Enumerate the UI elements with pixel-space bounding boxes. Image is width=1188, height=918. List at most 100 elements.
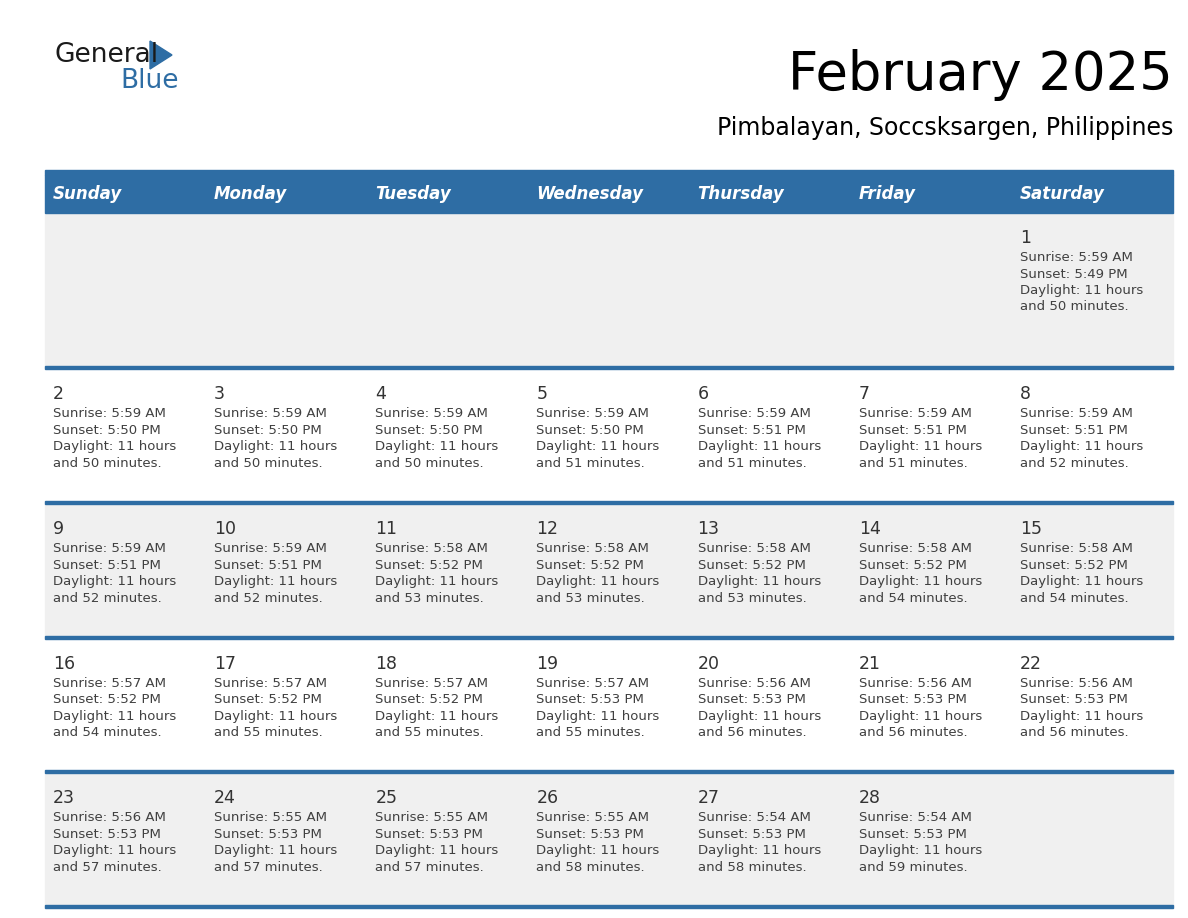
Text: Sunrise: 5:55 AM: Sunrise: 5:55 AM	[214, 812, 327, 824]
Text: and 50 minutes.: and 50 minutes.	[214, 457, 323, 470]
Text: Sunset: 5:53 PM: Sunset: 5:53 PM	[537, 828, 644, 841]
Text: Sunrise: 5:59 AM: Sunrise: 5:59 AM	[53, 408, 166, 420]
Text: Daylight: 11 hours: Daylight: 11 hours	[375, 845, 499, 857]
Bar	[45, 504, 1173, 639]
Text: Sunset: 5:53 PM: Sunset: 5:53 PM	[859, 828, 967, 841]
Text: Blue: Blue	[120, 68, 178, 94]
Text: 23: 23	[53, 789, 75, 807]
Text: and 56 minutes.: and 56 minutes.	[859, 726, 967, 739]
Text: Sunset: 5:52 PM: Sunset: 5:52 PM	[859, 558, 967, 572]
Text: 26: 26	[537, 789, 558, 807]
Text: 4: 4	[375, 386, 386, 403]
Text: 12: 12	[537, 520, 558, 538]
Text: and 52 minutes.: and 52 minutes.	[1019, 457, 1129, 470]
Text: Sunrise: 5:57 AM: Sunrise: 5:57 AM	[53, 677, 166, 689]
Text: Sunrise: 5:55 AM: Sunrise: 5:55 AM	[537, 812, 650, 824]
Text: and 55 minutes.: and 55 minutes.	[214, 726, 323, 739]
Text: Daylight: 11 hours: Daylight: 11 hours	[537, 441, 659, 453]
Text: and 50 minutes.: and 50 minutes.	[53, 457, 162, 470]
Text: Sunday: Sunday	[53, 185, 122, 203]
Text: 9: 9	[53, 520, 64, 538]
Text: Sunset: 5:52 PM: Sunset: 5:52 PM	[697, 558, 805, 572]
Text: Daylight: 11 hours: Daylight: 11 hours	[859, 845, 982, 857]
Text: 28: 28	[859, 789, 880, 807]
Text: Sunrise: 5:59 AM: Sunrise: 5:59 AM	[1019, 251, 1132, 264]
Text: Sunrise: 5:59 AM: Sunrise: 5:59 AM	[375, 408, 488, 420]
Text: and 52 minutes.: and 52 minutes.	[214, 591, 323, 605]
Text: Sunrise: 5:59 AM: Sunrise: 5:59 AM	[214, 542, 327, 555]
Text: Daylight: 11 hours: Daylight: 11 hours	[53, 845, 176, 857]
Text: Sunset: 5:53 PM: Sunset: 5:53 PM	[214, 828, 322, 841]
Bar	[45, 770, 1173, 773]
Text: and 50 minutes.: and 50 minutes.	[1019, 300, 1129, 314]
Text: 19: 19	[537, 655, 558, 673]
Text: 6: 6	[697, 386, 709, 403]
Bar	[45, 773, 1173, 908]
Text: Daylight: 11 hours: Daylight: 11 hours	[1019, 575, 1143, 588]
Text: and 55 minutes.: and 55 minutes.	[537, 726, 645, 739]
Text: 13: 13	[697, 520, 720, 538]
Text: Saturday: Saturday	[1019, 185, 1105, 203]
Text: Sunrise: 5:58 AM: Sunrise: 5:58 AM	[537, 542, 650, 555]
Text: Daylight: 11 hours: Daylight: 11 hours	[214, 441, 337, 453]
Bar	[45, 369, 1173, 504]
Text: Daylight: 11 hours: Daylight: 11 hours	[53, 575, 176, 588]
Text: Daylight: 11 hours: Daylight: 11 hours	[53, 441, 176, 453]
Text: Sunset: 5:49 PM: Sunset: 5:49 PM	[1019, 267, 1127, 281]
Text: Sunset: 5:51 PM: Sunset: 5:51 PM	[697, 424, 805, 437]
Text: Daylight: 11 hours: Daylight: 11 hours	[375, 441, 499, 453]
Text: 25: 25	[375, 789, 397, 807]
Text: 11: 11	[375, 520, 397, 538]
Text: Sunrise: 5:56 AM: Sunrise: 5:56 AM	[697, 677, 810, 689]
Text: Sunset: 5:53 PM: Sunset: 5:53 PM	[375, 828, 484, 841]
Text: Sunrise: 5:55 AM: Sunrise: 5:55 AM	[375, 812, 488, 824]
Text: Daylight: 11 hours: Daylight: 11 hours	[537, 845, 659, 857]
Text: Daylight: 11 hours: Daylight: 11 hours	[214, 845, 337, 857]
Text: Sunrise: 5:57 AM: Sunrise: 5:57 AM	[214, 677, 327, 689]
Text: and 50 minutes.: and 50 minutes.	[375, 457, 484, 470]
Text: Thursday: Thursday	[697, 185, 784, 203]
Text: Sunset: 5:53 PM: Sunset: 5:53 PM	[1019, 693, 1127, 706]
Text: Tuesday: Tuesday	[375, 185, 451, 203]
Text: Pimbalayan, Soccsksargen, Philippines: Pimbalayan, Soccsksargen, Philippines	[716, 116, 1173, 140]
Text: Friday: Friday	[859, 185, 916, 203]
Text: 10: 10	[214, 520, 236, 538]
Text: Sunrise: 5:59 AM: Sunrise: 5:59 AM	[53, 542, 166, 555]
Text: Sunset: 5:51 PM: Sunset: 5:51 PM	[214, 558, 322, 572]
Bar	[45, 501, 1173, 504]
Bar	[45, 213, 1173, 369]
Text: Sunset: 5:50 PM: Sunset: 5:50 PM	[214, 424, 322, 437]
Text: 14: 14	[859, 520, 880, 538]
Bar	[45, 175, 1173, 213]
Text: Daylight: 11 hours: Daylight: 11 hours	[1019, 710, 1143, 722]
Text: and 54 minutes.: and 54 minutes.	[859, 591, 967, 605]
Text: and 54 minutes.: and 54 minutes.	[53, 726, 162, 739]
Text: Sunset: 5:52 PM: Sunset: 5:52 PM	[375, 558, 484, 572]
Text: and 56 minutes.: and 56 minutes.	[697, 726, 807, 739]
Text: and 53 minutes.: and 53 minutes.	[375, 591, 484, 605]
Text: February 2025: February 2025	[789, 49, 1173, 101]
Text: Sunset: 5:51 PM: Sunset: 5:51 PM	[53, 558, 160, 572]
Text: Sunrise: 5:59 AM: Sunrise: 5:59 AM	[859, 408, 972, 420]
Text: 22: 22	[1019, 655, 1042, 673]
Text: and 51 minutes.: and 51 minutes.	[859, 457, 967, 470]
Text: Daylight: 11 hours: Daylight: 11 hours	[375, 575, 499, 588]
Text: 21: 21	[859, 655, 880, 673]
Text: Sunrise: 5:58 AM: Sunrise: 5:58 AM	[1019, 542, 1132, 555]
Text: Daylight: 11 hours: Daylight: 11 hours	[697, 845, 821, 857]
Text: Daylight: 11 hours: Daylight: 11 hours	[697, 441, 821, 453]
Text: 17: 17	[214, 655, 236, 673]
Text: Sunrise: 5:59 AM: Sunrise: 5:59 AM	[537, 408, 650, 420]
Text: 3: 3	[214, 386, 226, 403]
Text: and 53 minutes.: and 53 minutes.	[537, 591, 645, 605]
Text: 1: 1	[1019, 229, 1031, 247]
Text: Daylight: 11 hours: Daylight: 11 hours	[214, 710, 337, 722]
Text: and 56 minutes.: and 56 minutes.	[1019, 726, 1129, 739]
Text: Sunrise: 5:58 AM: Sunrise: 5:58 AM	[375, 542, 488, 555]
Bar	[45, 905, 1173, 908]
Text: 8: 8	[1019, 386, 1031, 403]
Text: Daylight: 11 hours: Daylight: 11 hours	[859, 441, 982, 453]
Text: General: General	[55, 42, 159, 68]
Text: and 55 minutes.: and 55 minutes.	[375, 726, 484, 739]
Text: 2: 2	[53, 386, 64, 403]
